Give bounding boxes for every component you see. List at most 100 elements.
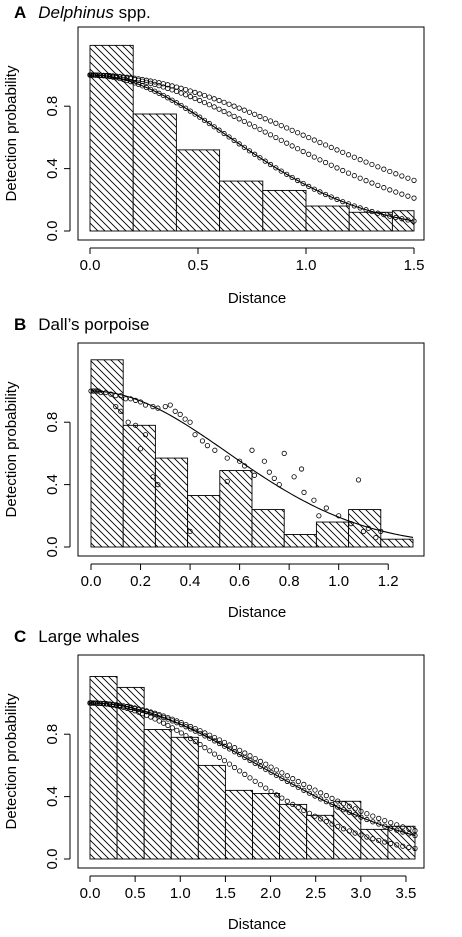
data-point bbox=[352, 812, 358, 818]
data-point bbox=[328, 194, 334, 200]
data-point bbox=[318, 816, 324, 822]
data-point bbox=[284, 798, 290, 804]
data-point bbox=[388, 840, 394, 847]
data-point bbox=[216, 740, 223, 747]
data-point bbox=[113, 404, 119, 410]
data-point bbox=[284, 140, 290, 146]
data-point bbox=[301, 781, 307, 787]
data-point bbox=[301, 489, 307, 495]
data-point bbox=[117, 703, 123, 710]
plot-frame bbox=[77, 654, 425, 869]
data-point bbox=[387, 187, 393, 193]
data-point bbox=[334, 165, 340, 171]
data-point bbox=[183, 86, 189, 93]
data-point bbox=[128, 705, 134, 711]
data-point bbox=[242, 750, 248, 756]
data-point bbox=[241, 144, 247, 150]
data-point bbox=[120, 74, 126, 81]
data-point bbox=[263, 785, 269, 791]
data-point bbox=[317, 139, 323, 146]
chart-c: 0.0 0.5 1.0 1.5 2.0 2.5 3.0 3.5 Distance 0.0 0.4 0.… bbox=[3, 654, 425, 933]
data-point bbox=[334, 196, 340, 202]
data-point bbox=[178, 730, 184, 736]
histogram-bar bbox=[122, 424, 156, 548]
data-point bbox=[405, 193, 411, 199]
data-point bbox=[103, 73, 110, 79]
histogram-bar bbox=[170, 736, 199, 860]
histogram-bar bbox=[251, 509, 285, 548]
x-tick-label: 0.5 bbox=[125, 885, 146, 902]
histogram-bar bbox=[116, 686, 145, 860]
x-tick-label: 0.5 bbox=[188, 257, 209, 274]
data-point bbox=[156, 713, 162, 719]
data-point bbox=[221, 130, 227, 137]
x-tick-label: 1.2 bbox=[378, 573, 399, 590]
data-point bbox=[411, 218, 417, 224]
data-point bbox=[207, 732, 213, 738]
data-point bbox=[323, 799, 329, 805]
x-tick-label: 2.0 bbox=[260, 885, 281, 902]
data-point bbox=[262, 129, 268, 135]
data-point bbox=[142, 402, 149, 408]
data-point bbox=[291, 474, 297, 480]
data-point bbox=[178, 722, 184, 728]
data-point bbox=[92, 72, 99, 78]
data-point bbox=[160, 714, 167, 721]
data-point bbox=[197, 97, 203, 104]
data-point bbox=[295, 130, 301, 136]
data-point bbox=[216, 106, 222, 112]
data-point bbox=[373, 535, 379, 541]
panel-b: 0.0 0.2 0.4 0.6 0.8 1.0 1.2 Distance 0.0 0.4 0.8 De… bbox=[0, 312, 462, 624]
panel-c-label: C Large whales bbox=[14, 627, 139, 647]
data-point bbox=[178, 102, 184, 109]
data-point bbox=[340, 199, 346, 205]
data-point bbox=[411, 177, 417, 183]
data-point bbox=[108, 391, 114, 397]
data-point bbox=[312, 793, 318, 799]
data-point bbox=[103, 701, 110, 707]
data-point bbox=[192, 432, 198, 438]
data-point bbox=[199, 438, 206, 444]
data-point bbox=[211, 124, 217, 130]
data-point bbox=[346, 828, 352, 834]
data-point bbox=[110, 702, 116, 708]
data-point bbox=[406, 826, 412, 832]
data-point bbox=[192, 738, 198, 745]
data-point bbox=[231, 103, 237, 109]
x-tick-label: 1.0 bbox=[296, 257, 317, 274]
data-point bbox=[295, 778, 301, 785]
data-point bbox=[290, 801, 296, 808]
data-point bbox=[360, 528, 367, 534]
data-point bbox=[393, 214, 399, 221]
data-point bbox=[271, 475, 277, 481]
data-point bbox=[363, 159, 369, 165]
data-point bbox=[279, 795, 285, 801]
data-point bbox=[318, 790, 324, 796]
data-point bbox=[183, 92, 189, 98]
data-point bbox=[394, 822, 400, 828]
data-point bbox=[242, 771, 248, 777]
data-point bbox=[231, 113, 237, 119]
data-point bbox=[363, 207, 369, 213]
data-point bbox=[226, 134, 232, 140]
data-point bbox=[169, 725, 175, 731]
data-point bbox=[113, 393, 119, 399]
panel-letter: A bbox=[14, 3, 27, 22]
data-point bbox=[284, 778, 290, 784]
data-point bbox=[113, 75, 119, 81]
data-point bbox=[273, 772, 280, 778]
data-point bbox=[173, 88, 180, 95]
data-point bbox=[335, 798, 341, 804]
data-point bbox=[237, 747, 243, 753]
data-point bbox=[295, 784, 301, 790]
data-point bbox=[340, 826, 347, 832]
data-point bbox=[375, 210, 381, 216]
data-point bbox=[132, 422, 139, 428]
data-point bbox=[406, 831, 412, 837]
data-point bbox=[216, 754, 223, 760]
data-point bbox=[183, 724, 189, 730]
data-point bbox=[95, 700, 101, 706]
data-point bbox=[278, 122, 284, 129]
data-point bbox=[187, 88, 193, 94]
data-point bbox=[312, 813, 318, 819]
